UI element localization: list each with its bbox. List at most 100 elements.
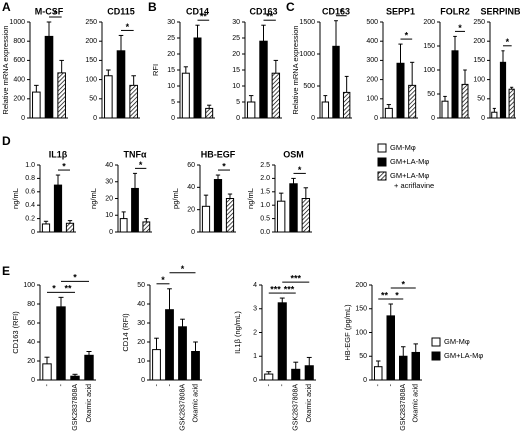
bar: [342, 91, 351, 119]
y-tick-label: 100: [473, 76, 485, 83]
bar: [42, 363, 52, 381]
bar: [451, 50, 459, 119]
legend-swatch: [377, 157, 387, 167]
y-tick-label: 1000: [9, 19, 25, 26]
significance-label: *: [54, 8, 58, 18]
bar: [246, 101, 256, 119]
bar: [276, 200, 286, 233]
bar: [201, 205, 211, 233]
x-tick-label: Oxamic acid: [413, 384, 420, 423]
x-tick-label: -: [166, 383, 173, 386]
y-tick-label: 250: [473, 19, 485, 26]
y-tick-label: 600: [13, 57, 25, 64]
x-tick-label: -: [266, 383, 273, 386]
y-axis-label: CD163 (RFI): [11, 311, 20, 354]
y-tick-label: 0: [363, 377, 367, 384]
bar: [44, 35, 54, 119]
y-tick-label: 30: [105, 179, 113, 186]
y-tick-label: 60: [27, 320, 35, 327]
y-tick-label: 30: [167, 19, 175, 26]
y-axis-label: Relative mRNA expression: [1, 25, 10, 114]
bar: [181, 72, 190, 119]
bar: [131, 187, 139, 233]
bar: [411, 351, 420, 381]
y-tick-label: 1.5: [260, 189, 270, 196]
y-tick-label: 50: [89, 96, 97, 103]
y-tick-label: 200: [85, 38, 97, 45]
y-tick-label: 300: [366, 57, 378, 64]
y-tick-label: 20: [27, 358, 35, 365]
bar: [57, 72, 66, 119]
y-tick-label: 5: [171, 99, 175, 106]
y-tick-label: 3: [253, 306, 257, 313]
y-tick-label: 150: [355, 306, 367, 313]
bar: [271, 72, 281, 119]
bar: [225, 198, 235, 233]
y-axis-label: HB-EGF (pg/mL): [343, 304, 352, 361]
significance-label: *: [73, 273, 77, 283]
significance-label: *: [405, 30, 409, 40]
bar: [213, 179, 223, 233]
x-tick-label: GSK2837808A: [72, 384, 79, 431]
significance-label: *: [506, 37, 510, 47]
x-tick-label: GSK2837808A: [179, 384, 186, 431]
significance-label: ***: [284, 284, 295, 294]
y-tick-label: 20: [105, 195, 113, 202]
bar: [441, 100, 449, 119]
bar: [396, 62, 405, 119]
chart-title: CD14: [186, 6, 209, 16]
x-tick-label: -: [58, 383, 65, 386]
bar: [191, 351, 200, 381]
x-tick-label: Oxamic acid: [192, 384, 199, 423]
bar: [461, 83, 469, 119]
significance-label: *: [401, 279, 405, 289]
y-tick-label: 40: [187, 184, 195, 191]
legend-swatch: [377, 171, 387, 181]
significance-label: **: [266, 12, 274, 22]
legend-label: GM+LA-Mφ: [390, 157, 429, 166]
bar: [332, 45, 340, 119]
y-tick-label: 50: [359, 353, 367, 360]
y-tick-label: 40: [27, 339, 35, 346]
significance-label: **: [64, 284, 72, 294]
bar: [116, 50, 126, 119]
bar: [165, 309, 174, 381]
y-tick-label: 100: [366, 96, 378, 103]
bar: [32, 91, 41, 119]
bar: [491, 111, 498, 119]
y-tick-label: 40: [137, 301, 145, 308]
y-tick-label: 500: [303, 83, 315, 90]
x-tick-label: GSK2837808A: [293, 384, 300, 431]
legend-label: GM+LA-Mφ: [390, 171, 429, 180]
y-tick-label: 0: [311, 115, 315, 122]
y-tick-label: 60: [187, 162, 195, 169]
y-tick-label: 0: [31, 377, 35, 384]
y-tick-label: 1500: [299, 19, 315, 26]
bar: [205, 107, 214, 119]
significance-label: *: [458, 23, 462, 33]
y-tick-label: 20: [187, 207, 195, 214]
y-tick-label: 0.4: [25, 202, 35, 209]
y-axis-label: RFI: [151, 64, 160, 76]
bar: [399, 355, 408, 381]
y-tick-label: 20: [232, 51, 240, 58]
y-tick-label: 0: [31, 229, 35, 236]
y-tick-label: 2: [253, 329, 257, 336]
legend-swatch: [431, 351, 441, 361]
y-tick-label: 500: [366, 19, 378, 26]
y-tick-label: 0.6: [25, 189, 35, 196]
y-tick-label: 80: [27, 301, 35, 308]
significance-label: *: [181, 264, 185, 274]
bar: [386, 315, 395, 381]
bar: [277, 302, 287, 381]
bar: [53, 184, 63, 233]
significance-label: **: [381, 290, 389, 300]
x-tick-label: Oxamic acid: [86, 384, 93, 423]
y-tick-label: 800: [13, 38, 25, 45]
legend-label: GM-Mφ: [444, 337, 470, 346]
y-tick-label: 200: [355, 282, 367, 289]
bar: [129, 84, 138, 119]
y-tick-label: 0: [141, 377, 145, 384]
y-tick-label: 10: [137, 358, 145, 365]
significance-label: **: [200, 12, 208, 22]
